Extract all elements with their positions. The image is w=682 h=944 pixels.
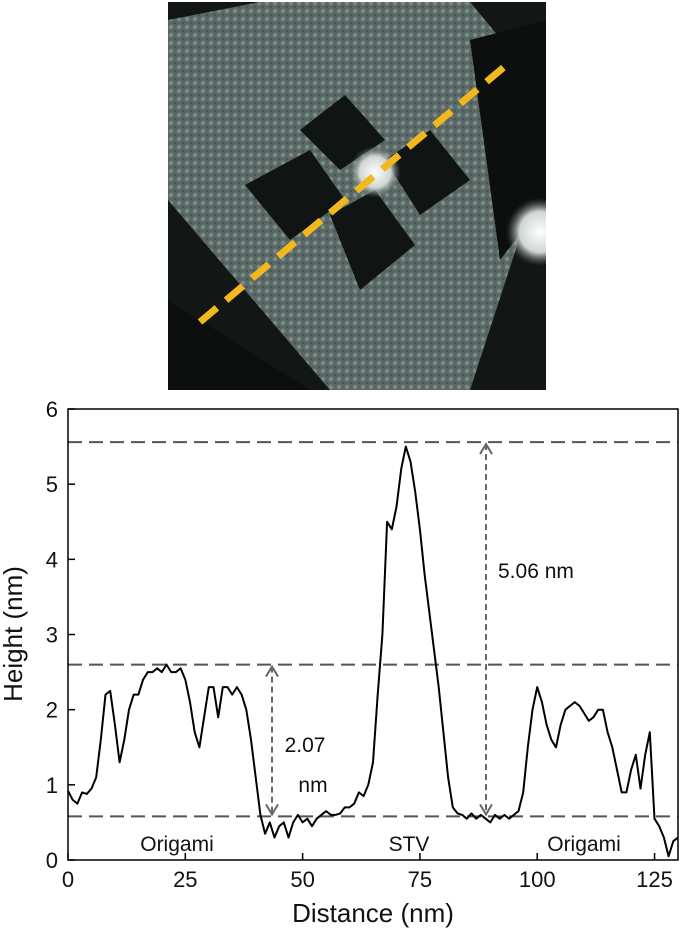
x-tick-label: 50 bbox=[290, 867, 314, 892]
y-tick-label: 0 bbox=[46, 848, 58, 873]
y-axis-label: Height (nm) bbox=[0, 566, 28, 702]
arrow-head bbox=[479, 803, 493, 817]
annotation: nm bbox=[298, 774, 327, 797]
afm-image bbox=[168, 2, 546, 390]
arrow-head bbox=[265, 803, 279, 817]
y-tick-label: 1 bbox=[46, 773, 58, 798]
arrow-head bbox=[265, 664, 279, 678]
x-tick-label: 75 bbox=[408, 867, 432, 892]
cavity bbox=[330, 190, 415, 290]
y-tick-label: 5 bbox=[46, 472, 58, 497]
origami-sheet bbox=[168, 2, 546, 390]
region-label: Origami bbox=[140, 833, 214, 856]
annotation: 2.07 bbox=[285, 734, 326, 757]
region-label: STV bbox=[389, 833, 430, 856]
cavity bbox=[245, 150, 345, 240]
y-tick-label: 4 bbox=[46, 547, 58, 572]
arrow-head bbox=[479, 442, 493, 455]
plot-frame bbox=[67, 408, 679, 861]
annotation: 5.06 nm bbox=[498, 560, 574, 583]
bright-spot bbox=[506, 198, 546, 266]
x-tick-label: 125 bbox=[636, 867, 673, 892]
y-tick-label: 3 bbox=[46, 623, 58, 648]
cavity bbox=[385, 130, 470, 215]
region-label: Origami bbox=[547, 833, 621, 856]
y-tick-label: 2 bbox=[46, 698, 58, 723]
x-tick-label: 0 bbox=[62, 867, 74, 892]
x-axis-label: Distance (nm) bbox=[292, 898, 454, 928]
data-line bbox=[67, 445, 679, 858]
y-tick-label: 6 bbox=[46, 397, 58, 422]
x-tick-label: 25 bbox=[173, 867, 197, 892]
x-tick-label: 100 bbox=[519, 867, 556, 892]
